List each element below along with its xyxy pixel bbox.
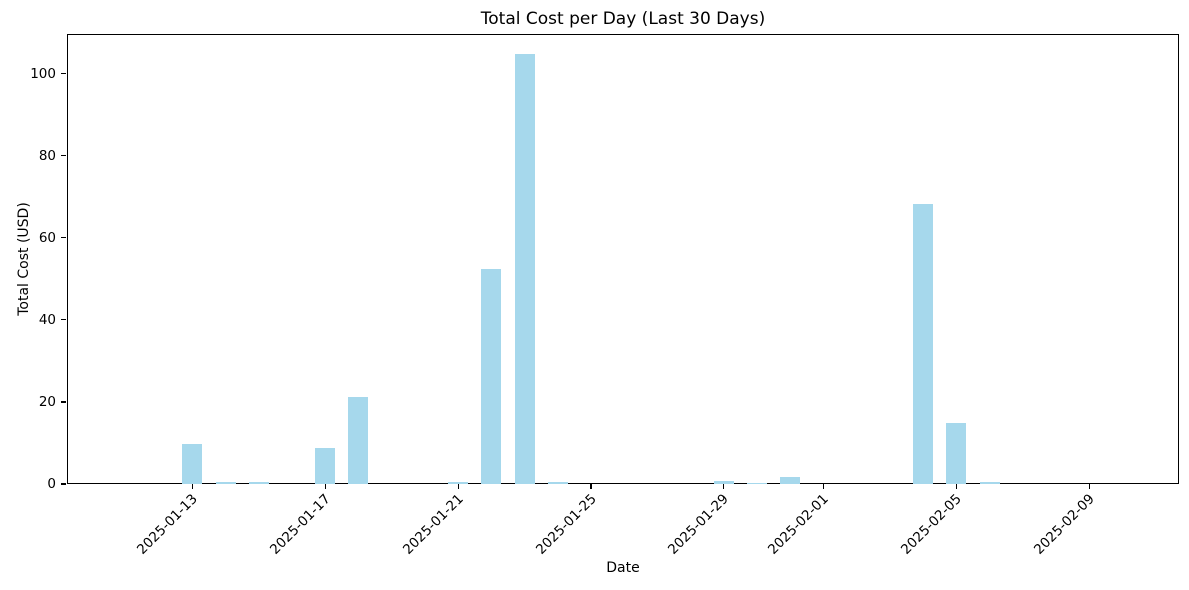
bar <box>514 54 535 484</box>
x-tick <box>1088 484 1090 489</box>
y-tick-label: 0 <box>47 476 56 492</box>
x-axis-label: Date <box>606 560 640 576</box>
x-tick <box>191 484 193 489</box>
y-tick-label: 40 <box>38 311 56 328</box>
x-tick <box>590 484 592 489</box>
bar <box>946 423 967 484</box>
y-tick-label: 100 <box>30 65 56 82</box>
bar <box>215 481 236 484</box>
bar <box>448 481 469 484</box>
x-tick-label-text: 2025-02-05 <box>897 491 965 558</box>
x-tick-label-text: 2025-01-25 <box>532 491 600 558</box>
x-tick <box>723 484 725 489</box>
bar <box>315 448 336 484</box>
x-tick-label-text: 2025-01-29 <box>665 491 733 558</box>
y-axis-label: Total Cost (USD) <box>16 202 32 316</box>
x-tick <box>822 484 825 489</box>
y-tick-label: 60 <box>38 229 56 246</box>
x-tick-label-text: 2025-02-01 <box>765 491 832 558</box>
y-tick <box>61 237 66 239</box>
bar <box>747 482 768 484</box>
bar <box>348 396 369 484</box>
bar <box>713 481 734 484</box>
y-tick <box>61 483 66 485</box>
bar <box>248 482 269 484</box>
y-tick <box>61 73 66 75</box>
x-tick-label-text: 2025-01-21 <box>399 491 467 558</box>
bar <box>913 204 934 484</box>
x-tick-label-text: 2025-02-09 <box>1030 491 1098 558</box>
x-tick-label-text: 2025-01-17 <box>266 491 334 558</box>
bar <box>182 443 203 484</box>
x-tick <box>457 484 459 489</box>
x-tick <box>324 484 326 489</box>
y-tick <box>61 319 66 321</box>
chart-title: Total Cost per Day (Last 30 Days) <box>480 9 766 29</box>
y-tick <box>61 401 66 403</box>
x-tick-label-text: 2025-01-13 <box>133 491 201 558</box>
bar <box>979 482 1000 484</box>
plot-area <box>67 34 1179 484</box>
bar <box>547 482 568 484</box>
y-tick-label: 80 <box>38 147 56 164</box>
y-tick <box>61 155 66 157</box>
bar <box>481 269 502 484</box>
bar <box>780 477 801 484</box>
x-tick <box>955 484 957 489</box>
y-tick-label: 20 <box>38 393 56 410</box>
